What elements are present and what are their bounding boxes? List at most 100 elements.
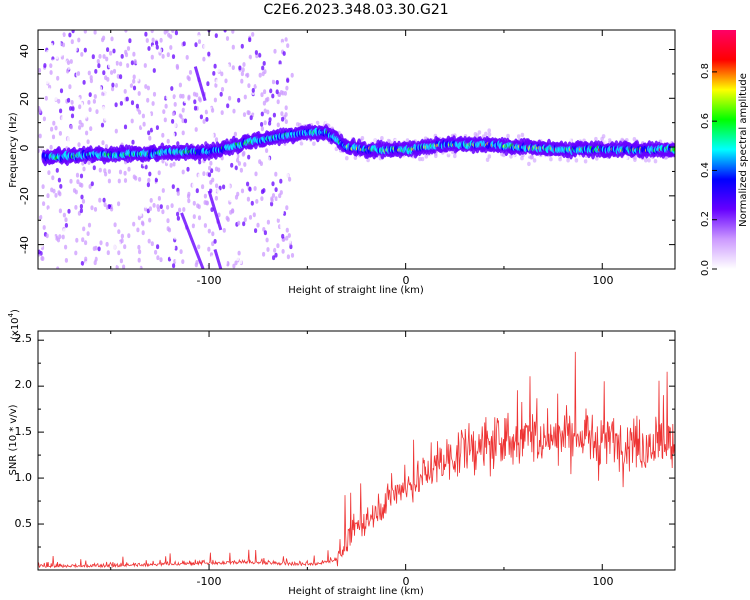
heatmap-noise-speck: [272, 255, 276, 261]
snr-xtick-label: 100: [593, 575, 614, 588]
heatmap-noise-speck: [238, 196, 242, 201]
heatmap-noise-speck: [191, 114, 195, 120]
heatmap-noise-speck: [256, 123, 260, 129]
heatmap-noise-speck: [62, 32, 66, 37]
heatmap-noise-speck: [66, 136, 70, 142]
heatmap-noise-speck: [82, 80, 86, 85]
heatmap-noise-speck: [39, 214, 43, 220]
heatmap-noise-speck: [256, 222, 260, 228]
heatmap-noise-speck: [70, 39, 74, 45]
heatmap-noise-speck: [252, 253, 256, 258]
heatmap-noise-speck: [246, 260, 250, 265]
heatmap-noise-speck: [278, 193, 282, 199]
heatmap-noise-speck: [211, 231, 215, 237]
heatmap-noise-speck: [276, 154, 280, 160]
heatmap-noise-speck: [276, 218, 280, 223]
heatmap-noise-speck: [285, 173, 290, 178]
heatmap-noise-speck: [285, 205, 289, 211]
colorbar-tick-label: 0.8: [700, 63, 711, 79]
heatmap-noise-speck: [187, 198, 191, 204]
heatmap-noise-speck: [263, 89, 267, 95]
heatmap-noise-speck: [161, 132, 165, 138]
heatmap-noise-speck: [52, 112, 56, 117]
heatmap-noise-speck: [151, 37, 155, 43]
heatmap-noise-speck: [284, 37, 288, 42]
heatmap-noise-speck: [271, 93, 275, 99]
heatmap-noise-speck: [257, 148, 261, 154]
heatmap-halo-speck: [487, 132, 492, 137]
heatmap-noise-speck: [99, 258, 103, 264]
heatmap-noise-speck: [287, 233, 291, 238]
snr-ytick-label: 1.0: [15, 471, 33, 484]
heatmap-noise-speck: [79, 173, 84, 179]
heatmap-noise-speck: [68, 221, 72, 227]
heatmap-noise-speck: [160, 167, 164, 173]
heatmap-noise-speck: [280, 210, 284, 215]
heatmap-noise-speck: [150, 253, 154, 259]
heatmap-noise-speck: [268, 79, 272, 84]
heatmap-noise-speck: [54, 193, 58, 198]
heatmap-halo-speck: [299, 141, 304, 146]
heatmap-noise-speck: [167, 263, 171, 268]
heatmap-noise-speck: [57, 177, 62, 183]
heatmap-noise-speck: [140, 220, 145, 226]
heatmap-noise-speck: [116, 110, 121, 116]
heatmap-noise-speck: [51, 98, 55, 104]
heatmap-ylabel: Frequency (Hz): [8, 112, 19, 188]
heatmap-noise-speck: [38, 68, 42, 73]
heatmap-noise-speck: [125, 96, 129, 102]
heatmap-halo-speck: [528, 133, 533, 139]
heatmap-noise-speck: [161, 215, 165, 220]
heatmap-noise-speck: [161, 158, 165, 164]
heatmap-noise-speck: [208, 76, 212, 82]
heatmap-noise-speck: [93, 207, 98, 212]
heatmap-noise-speck: [65, 193, 69, 198]
heatmap-noise-speck: [113, 244, 117, 250]
heatmap-noise-speck: [158, 48, 162, 53]
heatmap-noise-speck: [51, 255, 55, 260]
heatmap-noise-speck: [41, 145, 45, 151]
heatmap-noise-speck: [84, 240, 88, 246]
heatmap-noise-speck: [138, 211, 142, 217]
colorbar-ticks: [712, 71, 717, 270]
heatmap-noise-speck: [282, 150, 286, 156]
heatmap-noise-speck: [129, 202, 134, 208]
heatmap-noise-speck: [73, 213, 77, 219]
heatmap-halo-speck: [467, 131, 471, 136]
heatmap-noise-speck: [88, 36, 92, 41]
heatmap-noise-speck: [115, 264, 119, 269]
heatmap-noise-speck: [222, 228, 226, 233]
heatmap-noise-speck: [141, 80, 145, 85]
heatmap-noise-speck: [286, 147, 290, 153]
heatmap-noise-speck: [126, 46, 131, 51]
heatmap-noise-speck: [119, 74, 123, 80]
heatmap-noise-speck: [77, 89, 81, 95]
heatmap-noise-speck: [146, 85, 150, 91]
heatmap-noise-speck: [50, 126, 54, 132]
heatmap-noise-speck: [109, 199, 113, 205]
heatmap-noise-speck: [84, 43, 88, 49]
heatmap-noise-speck: [219, 60, 223, 66]
heatmap-noise-speck: [169, 45, 173, 50]
heatmap-noise-speck: [68, 84, 72, 90]
heatmap-noise-speck: [150, 54, 154, 60]
heatmap-noise-speck: [246, 159, 250, 165]
heatmap-noise-speck: [234, 153, 238, 159]
heatmap-noise-speck: [98, 172, 102, 178]
heatmap-noise-speck: [210, 235, 214, 241]
heatmap-halo-speck: [583, 159, 588, 164]
heatmap-noise-speck: [142, 121, 146, 127]
heatmap-noise-speck: [112, 134, 116, 139]
heatmap-frame: [37, 29, 676, 270]
heatmap-noise-speck: [229, 58, 234, 64]
heatmap-noise-speck: [69, 116, 73, 122]
heatmap-noise-speck: [41, 256, 45, 261]
heatmap-noise-speck: [289, 244, 293, 250]
heatmap-halo-speck: [405, 138, 410, 143]
heatmap-noise-speck: [181, 169, 185, 175]
heatmap-noise-speck: [109, 40, 113, 46]
heatmap-noise-speck: [146, 97, 150, 103]
heatmap-noise-speck: [38, 201, 41, 206]
heatmap-noise-speck: [214, 166, 219, 172]
heatmap-noise-speck: [230, 220, 234, 226]
